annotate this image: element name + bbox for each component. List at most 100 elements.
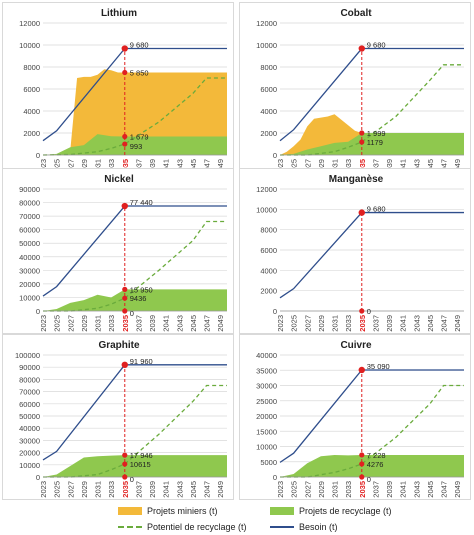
x-tick-label: 2049	[453, 481, 462, 498]
chart-title: Nickel	[104, 174, 134, 185]
y-tick-label: 12000	[256, 185, 277, 194]
y-tick-label: 6000	[260, 246, 277, 255]
x-tick-label: 2031	[94, 481, 103, 498]
marker-point	[122, 141, 128, 147]
x-tick-label: 2029	[80, 481, 89, 498]
x-tick-label: 2043	[175, 481, 184, 498]
chart-panel-graphite: Graphite 0 10000 20000 30000 40000 50000 60000 7…	[2, 334, 234, 500]
marker-label: 0	[367, 475, 371, 484]
x-tick-label: 2041	[162, 481, 171, 498]
x-tick-label: 2031	[331, 481, 340, 498]
x-tick-label: 2037	[134, 315, 143, 332]
x-tick-label: 2035	[121, 481, 130, 498]
legend: Projets miniers (t) Projets de recyclage…	[0, 504, 474, 535]
x-tick-label: 2027	[66, 159, 75, 176]
marker-point	[359, 461, 365, 467]
x-tick-label: 2031	[331, 315, 340, 332]
marker-label: 15 950	[130, 285, 153, 294]
recycling-potential-line	[42, 77, 227, 156]
x-tick-label: 2033	[344, 315, 353, 332]
marker-label: 77 440	[130, 198, 153, 207]
x-tick-label: 2047	[440, 315, 449, 332]
y-tick-label: 30000	[19, 266, 40, 275]
legend-label-need: Besoin (t)	[299, 522, 338, 532]
y-tick-label: 8000	[260, 63, 277, 72]
recycling-potential-line	[280, 64, 464, 156]
recycling-area	[43, 134, 227, 155]
x-tick-label: 2045	[189, 315, 198, 332]
x-tick-label: 2029	[80, 315, 89, 332]
x-tick-label: 2035	[121, 159, 130, 176]
y-tick-label: 70000	[19, 212, 40, 221]
x-tick-label: 2031	[94, 159, 103, 176]
chart-cobalt: Cobalt 0 2000 4000 6000 8000 10000 12000 2023 202…	[256, 8, 464, 176]
x-tick-label: 2027	[303, 159, 312, 176]
x-tick-label: 2039	[148, 315, 157, 332]
legend-item-potential: Potentiel de recyclage (t)	[118, 522, 247, 532]
y-tick-label: 0	[273, 473, 277, 482]
y-tick-label: 12000	[19, 19, 40, 28]
x-tick-label: 2043	[412, 159, 421, 176]
marker-point	[122, 452, 128, 458]
x-tick-label: 2027	[303, 481, 312, 498]
y-tick-label: 4000	[23, 107, 40, 116]
recycling-area	[280, 454, 464, 477]
chart-title: Manganèse	[329, 174, 384, 185]
x-tick-label: 2035	[358, 315, 367, 332]
marker-point	[358, 366, 365, 374]
marker-label: 10615	[130, 460, 151, 469]
marker-point	[358, 45, 365, 52]
marker-label: 9 680	[367, 41, 386, 50]
legend-label-potential: Potentiel de recyclage (t)	[147, 522, 247, 532]
x-tick-label: 2025	[290, 315, 299, 332]
need-line	[42, 205, 227, 297]
y-tick-label: 8000	[23, 63, 40, 72]
x-tick-label: 2029	[317, 159, 326, 176]
x-tick-label: 2033	[344, 481, 353, 498]
marker-point	[122, 474, 128, 480]
x-tick-label: 2025	[290, 159, 299, 176]
x-tick-label: 2049	[216, 159, 225, 176]
x-tick-label: 2025	[53, 481, 62, 498]
y-tick-label: 60000	[19, 226, 40, 235]
y-tick-label: 0	[36, 151, 40, 160]
y-tick-label: 10000	[256, 205, 277, 214]
x-tick-label: 2023	[39, 159, 48, 176]
x-tick-label: 2043	[412, 315, 421, 332]
x-tick-label: 2033	[107, 159, 116, 176]
legend-item-need: Besoin (t)	[270, 522, 338, 532]
y-tick-label: 2000	[260, 129, 277, 138]
legend-swatch-need	[270, 526, 294, 528]
legend-swatch-potential	[118, 526, 142, 528]
x-tick-label: 2047	[440, 159, 449, 176]
legend-label-mining: Projets miniers (t)	[147, 506, 218, 516]
x-tick-label: 2039	[385, 159, 394, 176]
y-tick-label: 0	[273, 307, 277, 316]
x-tick-label: 2025	[290, 481, 299, 498]
chart-title: Cuivre	[340, 340, 372, 351]
recycling-potential-line	[43, 220, 227, 312]
marker-point	[122, 286, 128, 292]
legend-item-recycling: Projets de recyclage (t)	[270, 506, 392, 516]
y-tick-label: 8000	[260, 226, 277, 235]
marker-point	[122, 69, 128, 76]
marker-label: 35 090	[367, 362, 390, 371]
y-tick-label: 4000	[260, 266, 277, 275]
marker-point	[122, 308, 128, 314]
legend-swatch-mining	[118, 507, 142, 515]
marker-point	[359, 130, 365, 136]
y-tick-label: 0	[36, 307, 40, 316]
y-tick-label: 40000	[256, 351, 277, 360]
x-tick-label: 2035	[358, 159, 367, 176]
marker-label: 0	[130, 475, 134, 484]
y-tick-label: 10000	[19, 293, 40, 302]
x-tick-label: 2031	[94, 315, 103, 332]
y-tick-label: 50000	[19, 239, 40, 248]
chart-graphite: Graphite 0 10000 20000 30000 40000 50000 60000 7…	[15, 340, 227, 498]
x-tick-label: 2041	[399, 481, 408, 498]
y-tick-label: 25000	[256, 397, 277, 406]
chart-panel-manganese: Manganèse 0 2000 4000 6000 8000 10000 12000 2023…	[239, 168, 471, 334]
y-tick-label: 90000	[19, 185, 40, 194]
x-tick-label: 2023	[39, 315, 48, 332]
chart-panel-nickel: Nickel 0 10000 20000 30000 40000 50000 60000 700…	[2, 168, 234, 334]
